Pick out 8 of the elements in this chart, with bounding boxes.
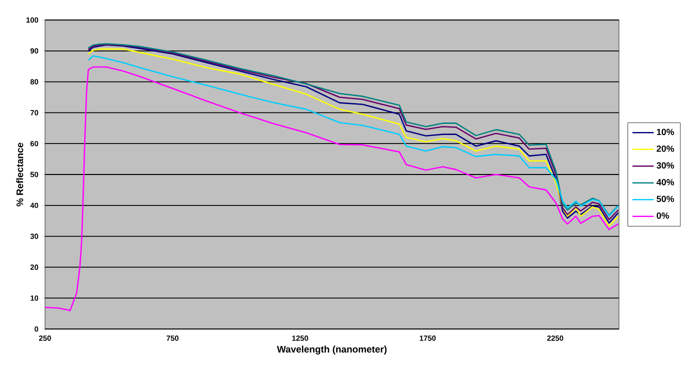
legend-label: 40%	[656, 178, 674, 186]
legend-label: 20%	[656, 146, 674, 152]
legend-label: 50%	[656, 196, 674, 202]
x-axis-title: Wavelength (nanometer)	[276, 346, 387, 355]
legend-label: 30%	[656, 162, 674, 169]
y-axis-title: % Reflectance	[16, 142, 24, 206]
legend-label: 10%	[656, 128, 674, 136]
legend-label: 0%	[656, 212, 670, 219]
